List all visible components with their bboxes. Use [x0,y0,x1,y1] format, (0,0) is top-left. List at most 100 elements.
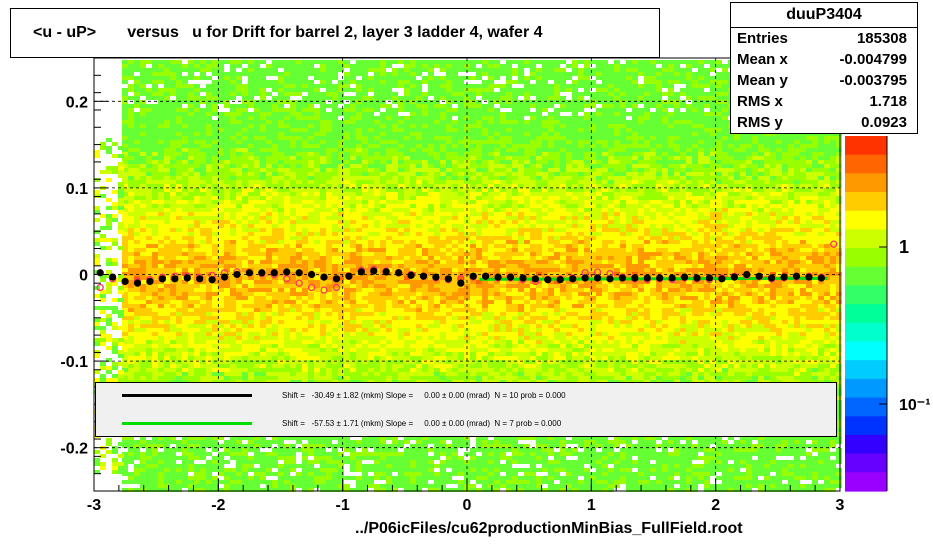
heatmap-cell [638,64,644,68]
heatmap-cell [830,180,836,184]
heatmap-cell [758,188,764,192]
heatmap-cell [134,216,140,220]
heatmap-cell [278,140,284,144]
heatmap-cell [188,96,194,100]
heatmap-cell [752,212,758,216]
heatmap-cell [692,108,698,112]
heatmap-cell [614,76,620,80]
heatmap-cell [638,220,644,224]
heatmap-cell [284,228,290,232]
heatmap-cell [362,232,368,236]
heatmap-cell [674,212,680,216]
heatmap-cell [170,164,176,168]
heatmap-cell [410,100,416,104]
heatmap-cell [272,120,278,124]
heatmap-cell [548,124,554,128]
heatmap-cell [434,172,440,176]
heatmap-cell [824,228,830,232]
heatmap-cell [644,60,650,64]
heatmap-cell [626,160,632,164]
heatmap-cell [404,192,410,196]
heatmap-cell [152,160,158,164]
heatmap-cell [716,160,722,164]
heatmap-cell [788,164,794,168]
heatmap-cell [806,188,812,192]
heatmap-cell [122,140,128,144]
heatmap-cell [134,168,140,172]
heatmap-cell [482,88,488,92]
heatmap-cell [668,156,674,160]
heatmap-cell [440,184,446,188]
heatmap-cell [434,104,440,108]
heatmap-cell [224,128,230,132]
heatmap-cell [158,104,164,108]
heatmap-cell [404,216,410,220]
heatmap-cell [440,152,446,156]
heatmap-cell [416,144,422,148]
heatmap-cell [542,132,548,136]
heatmap-cell [554,112,560,116]
heatmap-cell [386,180,392,184]
heatmap-cell [152,76,158,80]
heatmap-cell [500,148,506,152]
heatmap-cell [704,144,710,148]
heatmap-cell [620,132,626,136]
heatmap-cell [218,176,224,180]
heatmap-cell [260,192,266,196]
heatmap-cell [476,112,482,116]
heatmap-cell [164,92,170,96]
heatmap-cell [632,96,638,100]
heatmap-cell [290,128,296,132]
heatmap-cell [686,76,692,80]
heatmap-cell [494,144,500,148]
heatmap-cell [716,152,722,156]
heatmap-cell [200,60,206,64]
heatmap-cell [458,184,464,188]
heatmap-cell [206,220,212,224]
heatmap-cell [134,132,140,136]
heatmap-cell [674,160,680,164]
heatmap-cell [188,212,194,216]
heatmap-cell [122,156,128,160]
heatmap-cell [524,124,530,128]
heatmap-cell [650,164,656,168]
heatmap-cell [812,212,818,216]
heatmap-cell [380,164,386,168]
heatmap-cell [218,88,224,92]
heatmap-cell [710,60,716,64]
heatmap-cell [188,232,194,236]
heatmap-cell [470,152,476,156]
heatmap-cell [218,60,224,64]
heatmap-cell [332,184,338,188]
heatmap-cell [494,160,500,164]
heatmap-cell [716,96,722,100]
heatmap-cell [410,164,416,168]
heatmap-cell [176,140,182,144]
heatmap-cell [302,196,308,200]
heatmap-cell [362,96,368,100]
heatmap-cell [230,76,236,80]
heatmap-cell [188,152,194,156]
heatmap-cell [650,100,656,104]
heatmap-cell [140,84,146,88]
heatmap-cell [176,184,182,188]
heatmap-cell [836,180,842,184]
heatmap-cell [278,216,284,220]
heatmap-cell [386,200,392,204]
heatmap-cell [590,200,596,204]
heatmap-cell [254,140,260,144]
heatmap-cell [722,104,728,108]
heatmap-cell [764,148,770,152]
heatmap-cell [182,92,188,96]
heatmap-cell [458,160,464,164]
heatmap-cell [740,168,746,172]
heatmap-cell [584,84,590,88]
heatmap-cell [830,196,836,200]
heatmap-cell [386,156,392,160]
heatmap-cell [416,60,422,64]
heatmap-cell [782,212,788,216]
heatmap-cell [674,172,680,176]
heatmap-cell [572,212,578,216]
heatmap-cell [560,176,566,180]
heatmap-cell [758,180,764,184]
